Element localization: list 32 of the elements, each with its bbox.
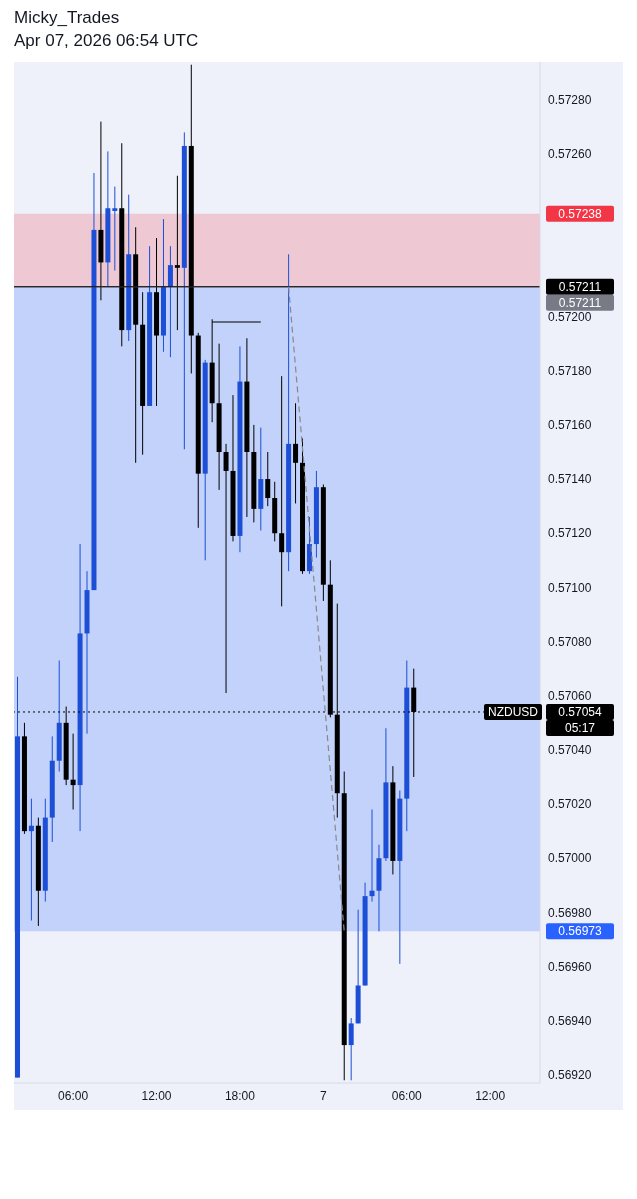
chart-subtitle: Apr 07, 2026 06:54 UTC	[14, 31, 199, 51]
x-tick-label: 7	[320, 1088, 327, 1103]
x-tick-label: 12:00	[475, 1088, 506, 1103]
y-tick-label: 0.56980	[548, 905, 592, 920]
x-tick-label: 06:00	[391, 1088, 423, 1103]
y-tick-label: 0.57140	[548, 472, 592, 487]
y-tick-label: 0.57060	[548, 688, 592, 703]
chart-title: Micky_Trades	[14, 8, 120, 28]
y-tick-label: 0.57020	[548, 797, 592, 812]
y-tick-label: 0.57280	[548, 93, 592, 108]
y-tick-label: 0.57080	[548, 634, 592, 649]
y-tick-label: 0.57040	[548, 743, 592, 758]
y-tick-label: 0.57180	[548, 364, 592, 378]
y-tick-label: 0.57260	[548, 147, 592, 162]
y-tick-label: 0.56940	[548, 1013, 592, 1028]
y-tick-label: 0.57160	[548, 418, 592, 433]
x-tick-label: 12:00	[141, 1088, 172, 1103]
y-tick-label: 0.57200	[548, 309, 592, 324]
y-tick-label: 0.57100	[548, 580, 592, 595]
y-tick-label: 0.57000	[548, 851, 592, 866]
ref-line-label: 0.57211	[558, 279, 602, 294]
ref-line-label: 0.57054	[558, 704, 603, 719]
annotation: NZDUSD	[488, 704, 539, 719]
ref-line-label: 0.57211	[558, 295, 602, 310]
band-label: 0.56973	[558, 924, 603, 939]
text: 05:17	[564, 720, 596, 735]
y-tick-label: 0.56920	[548, 1068, 592, 1083]
y-tick-label: 0.56960	[548, 959, 592, 974]
band-label: 0.57238	[558, 206, 603, 221]
x-tick-label: 06:00	[58, 1088, 89, 1103]
y-tick-label: 0.57120	[548, 526, 592, 541]
x-tick-label: 18:00	[224, 1088, 256, 1103]
